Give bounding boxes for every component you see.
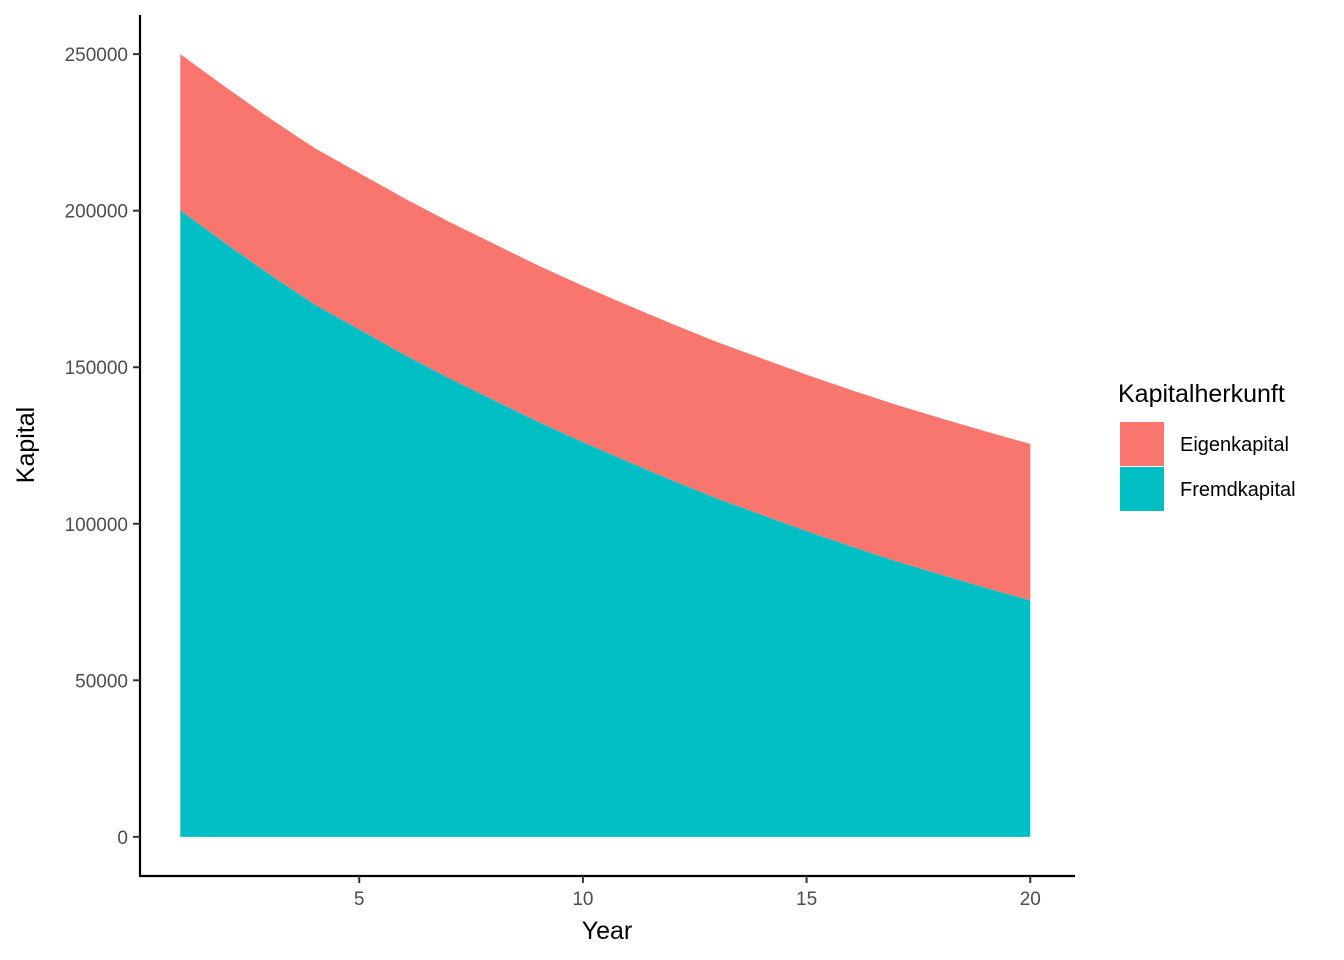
y-tick-label: 200000: [65, 202, 128, 223]
y-tick-label: 250000: [65, 45, 128, 66]
x-tick-label: 10: [572, 889, 593, 910]
legend-label-eigenkapital: Eigenkapital: [1180, 434, 1289, 456]
area-layer: [180, 54, 1031, 837]
legend-items: Eigenkapital Fremdkapital: [1120, 422, 1296, 511]
legend-swatch-fremdkapital: [1120, 467, 1164, 511]
legend-title: Kapitalherkunft: [1118, 380, 1285, 408]
y-axis-title: Kapital: [12, 407, 40, 483]
y-tick-label: 0: [117, 828, 128, 849]
y-tick-label: 50000: [75, 671, 128, 692]
y-axis-ticks: 0 50000 100000 150000 200000 250000: [65, 45, 140, 849]
legend-label-fremdkapital: Fremdkapital: [1180, 479, 1296, 501]
x-tick-label: 5: [354, 889, 365, 910]
x-tick-label: 20: [1020, 889, 1041, 910]
legend: Kapitalherkunft Eigenkapital Fremdkapital: [1118, 380, 1296, 511]
x-axis-title: Year: [582, 917, 633, 945]
y-tick-label: 100000: [65, 515, 128, 536]
y-tick-label: 150000: [65, 358, 128, 379]
area-fremdkapital: [180, 210, 1031, 837]
area-eigenkapital: [180, 54, 1031, 601]
x-tick-label: 15: [796, 889, 817, 910]
legend-swatch-eigenkapital: [1120, 422, 1164, 466]
x-axis-ticks: 5 10 15 20: [354, 876, 1041, 910]
